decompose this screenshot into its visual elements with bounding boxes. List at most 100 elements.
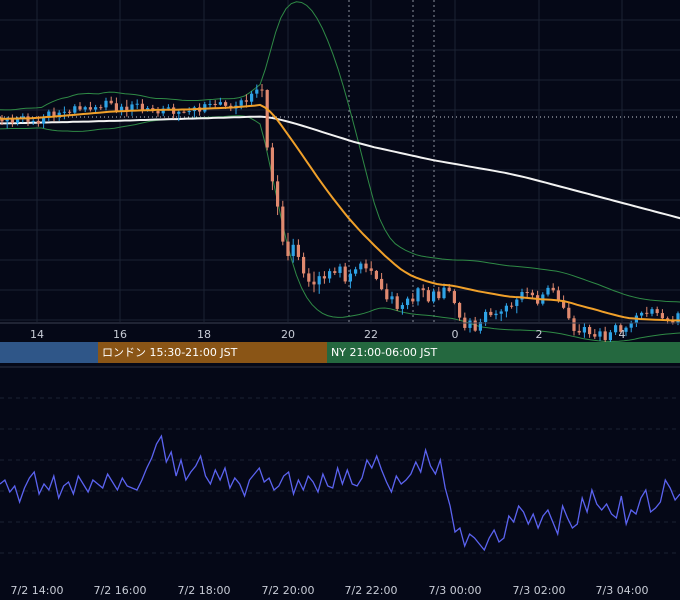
candle-body <box>426 290 430 302</box>
candle-body <box>400 305 404 309</box>
candle-body <box>588 327 592 335</box>
candle-body <box>244 100 248 102</box>
candle-body <box>556 290 560 301</box>
candle-body <box>125 106 129 112</box>
candle-body <box>676 313 680 323</box>
candle-body <box>302 256 306 274</box>
candle-body <box>369 268 373 271</box>
candle-body <box>499 311 503 314</box>
candle-body <box>322 276 326 279</box>
candle-body <box>47 111 51 117</box>
ma-orange-line <box>0 103 680 322</box>
candle-body <box>380 278 384 290</box>
candle-body <box>666 318 670 320</box>
candle-body <box>411 298 415 302</box>
candle-body <box>551 287 555 291</box>
candle-body <box>187 111 191 113</box>
candle-body <box>296 244 300 257</box>
osc-x-tick-label: 7/2 16:00 <box>94 584 147 597</box>
candle-body <box>16 118 20 123</box>
bollinger-upper <box>0 1 680 303</box>
candle-body <box>359 263 363 270</box>
osc-x-tick-label: 7/3 00:00 <box>429 584 482 597</box>
candle-body <box>88 107 92 110</box>
candle-body <box>109 100 113 104</box>
candle-body <box>114 103 118 111</box>
candle-body <box>260 89 264 91</box>
candle-body <box>432 291 436 302</box>
candle-body <box>406 298 410 306</box>
osc-x-tick-label: 7/3 04:00 <box>596 584 649 597</box>
candle-body <box>567 307 571 319</box>
osc-x-tick-label: 7/2 18:00 <box>178 584 231 597</box>
candle-body <box>577 330 581 333</box>
candle-body <box>348 273 352 282</box>
candle-body <box>307 273 311 282</box>
candle-body <box>603 331 607 341</box>
candle-body <box>510 305 514 307</box>
candle-body <box>530 292 534 296</box>
candle-body <box>395 296 399 309</box>
candle-body <box>208 103 212 105</box>
candle-body <box>494 313 498 316</box>
candle-body <box>177 111 181 114</box>
candle-body <box>525 291 529 293</box>
price-x-tick-label: 14 <box>30 328 44 341</box>
price-x-tick-label: 20 <box>281 328 295 341</box>
candle-body <box>416 288 420 302</box>
osc-x-tick-label: 7/2 14:00 <box>11 584 64 597</box>
candle-body <box>640 312 644 316</box>
candle-body <box>281 206 285 242</box>
candle-body <box>447 287 451 292</box>
candle-body <box>73 106 77 113</box>
oscillator-line <box>0 434 680 552</box>
candle-body <box>473 320 477 331</box>
candle-body <box>99 107 103 109</box>
candle-body <box>489 311 493 316</box>
candle-body <box>442 287 446 299</box>
candle-body <box>78 106 82 110</box>
osc-x-tick-label: 7/3 02:00 <box>513 584 566 597</box>
candle-body <box>629 323 633 328</box>
candle-body <box>385 289 389 300</box>
candle-body <box>104 100 108 108</box>
candle-body <box>619 325 623 332</box>
candle-body <box>458 302 462 318</box>
candle-body <box>608 332 612 341</box>
candle-body <box>140 103 144 111</box>
candle-body <box>328 271 332 279</box>
price-x-tick-label: 18 <box>197 328 211 341</box>
candle-body <box>515 299 519 306</box>
candle-body <box>166 107 170 109</box>
candle-body <box>598 331 602 337</box>
candle-body <box>291 244 295 257</box>
candle-body <box>239 100 243 106</box>
candle-body <box>213 103 217 105</box>
candle-body <box>286 241 290 257</box>
candle-body <box>224 102 228 106</box>
candle-body <box>582 327 586 333</box>
session-label <box>0 342 98 363</box>
candle-body <box>135 103 139 105</box>
candle-body <box>343 266 347 282</box>
candle-body <box>317 276 321 285</box>
osc-x-tick-label: 7/2 20:00 <box>262 584 315 597</box>
candle-body <box>354 269 358 274</box>
price-x-tick-label: 16 <box>113 328 127 341</box>
candle-body <box>130 104 134 112</box>
candle-body <box>650 309 654 314</box>
candle-body <box>374 270 378 279</box>
candle-body <box>265 90 269 148</box>
ma-white-line <box>0 115 680 220</box>
candle-body <box>161 108 165 114</box>
candle-body <box>614 325 618 333</box>
candle-body <box>270 147 274 182</box>
candle-body <box>276 181 280 207</box>
candle-body <box>572 318 576 331</box>
price-x-tick-label: 4 <box>619 328 626 341</box>
candle-body <box>83 107 87 110</box>
candle-body <box>333 271 337 273</box>
candle-body <box>312 281 316 285</box>
